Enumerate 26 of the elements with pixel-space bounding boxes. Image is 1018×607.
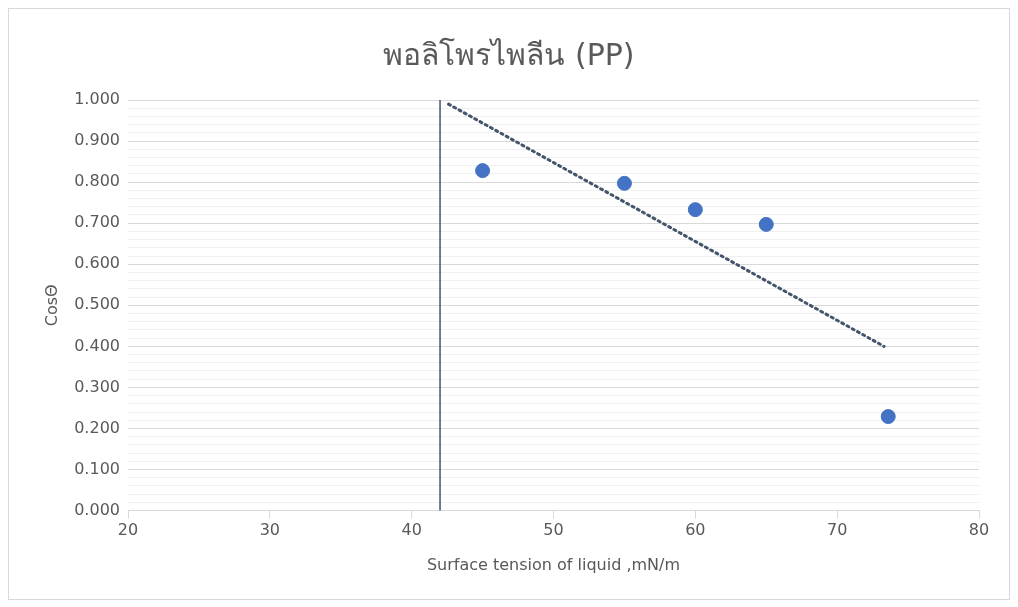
point: [616, 175, 632, 191]
y-tick-label: 0.700: [74, 212, 120, 232]
x-tick-label: 50: [543, 520, 564, 540]
x-tick-label: 30: [259, 520, 281, 540]
x-tick-label: 60: [685, 520, 706, 540]
y-tick-label: 0.800: [74, 171, 120, 191]
y-tick-label: 0.100: [74, 458, 120, 478]
point: [880, 409, 896, 425]
y-tick-label: 0.200: [74, 417, 120, 437]
y-tick-label: 0.500: [74, 294, 120, 314]
point: [475, 163, 491, 179]
x-tick-label: 80: [968, 520, 990, 540]
y-tick-label: 0.000: [74, 499, 120, 519]
x-tick-label: 40: [401, 520, 422, 540]
x-tick-label: 20: [117, 520, 139, 540]
y-tick-label: 0.300: [74, 376, 120, 396]
y-tick-label: 0.400: [74, 335, 120, 355]
y-tick-label: 0.600: [74, 253, 120, 273]
point: [758, 216, 774, 232]
point: [687, 202, 703, 218]
y-axis-title: CosΘ: [41, 284, 61, 327]
x-tick-label: 70: [826, 520, 848, 540]
y-tick-label: 0.900: [74, 130, 120, 150]
y-tick-label: 1.000: [74, 89, 120, 109]
chart-title: พอลิโพรไพลีน (PP): [383, 36, 635, 72]
x-axis-title: Surface tension of liquid ,mN/m: [426, 554, 681, 574]
